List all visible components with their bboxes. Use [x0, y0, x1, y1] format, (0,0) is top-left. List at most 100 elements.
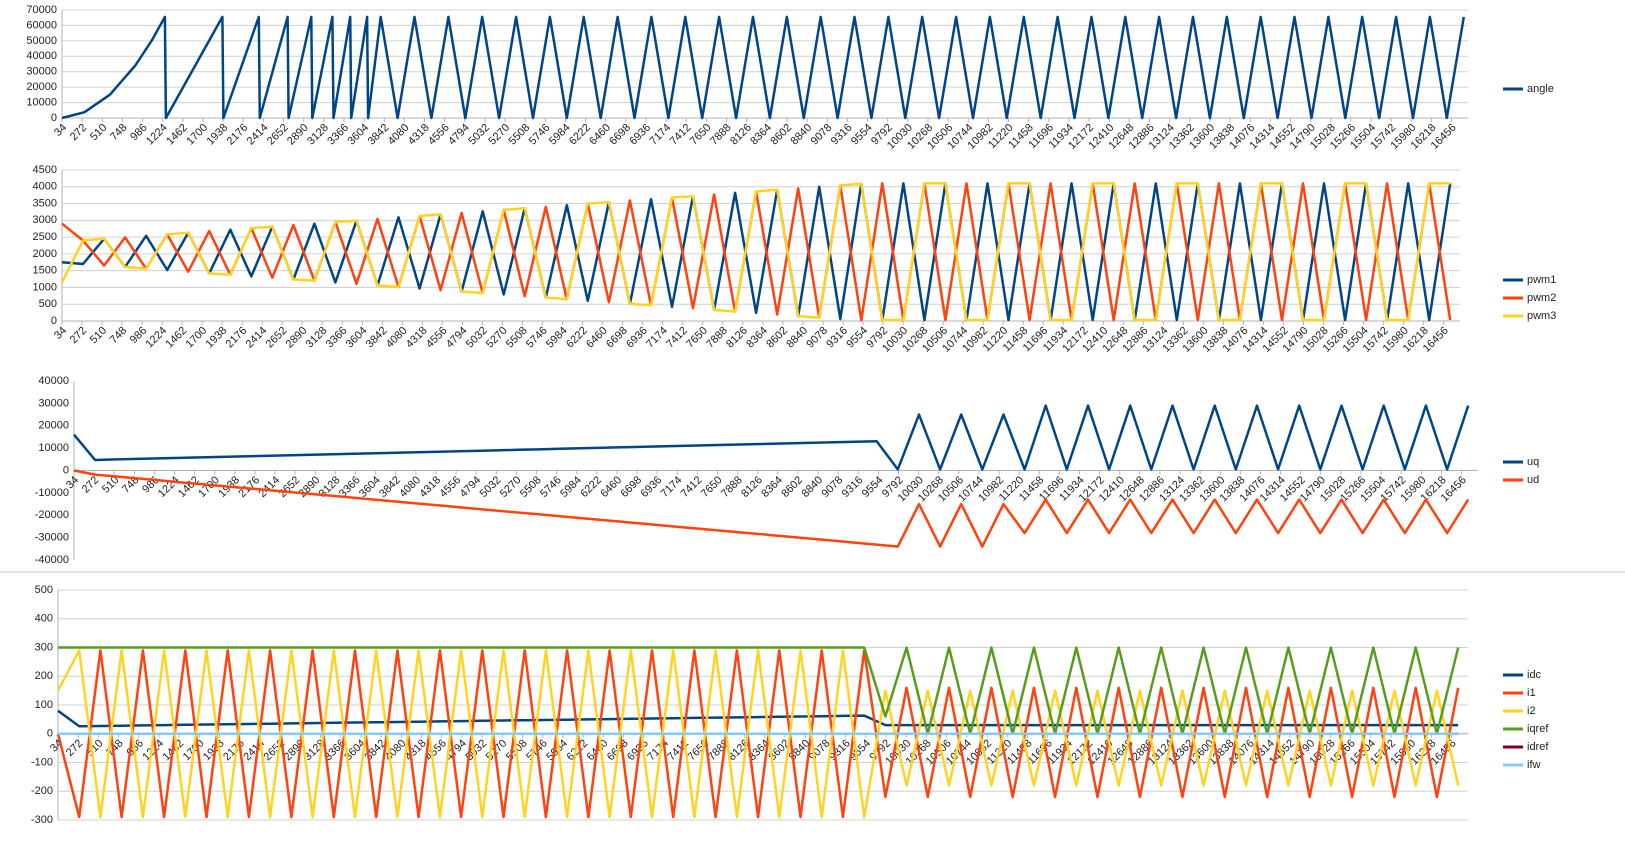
x-tick-label: 4794 — [444, 325, 470, 351]
x-tick-label: 2414 — [245, 122, 271, 148]
x-tick-label: 2414 — [256, 474, 282, 500]
x-tick-label: 5270 — [498, 474, 524, 500]
y-tick-label: 500 — [35, 584, 53, 596]
y-tick-label: 40000 — [26, 50, 57, 62]
x-tick-label: 5508 — [507, 122, 533, 148]
x-tick-label: 4080 — [397, 474, 423, 500]
x-tick-label: 6460 — [587, 122, 613, 148]
x-tick-label: 6936 — [624, 325, 650, 351]
x-tick-label: 7412 — [664, 325, 690, 351]
chart-panel: -40000 -30000 -20000 -10000 0 10000 20000 30000… — [35, 375, 1540, 566]
x-tick-label: 5984 — [558, 474, 584, 500]
x-tick-label: 3604 — [357, 474, 383, 500]
x-tick-label: 8602 — [768, 122, 794, 148]
series-line — [56, 649, 1460, 819]
y-tick-label: -100 — [31, 756, 53, 768]
x-tick-label: 510 — [88, 122, 109, 143]
x-tick-label: 8126 — [724, 325, 750, 351]
legend-label: pwm2 — [1527, 292, 1556, 304]
y-tick-label: 100 — [35, 699, 53, 711]
x-tick-label: 3128 — [304, 325, 330, 351]
x-tick-label: 9078 — [804, 325, 830, 351]
series-line — [56, 649, 1460, 819]
x-tick-label: 8364 — [759, 474, 785, 500]
chart-panel: -300-200-1000100200300400500342725107489… — [31, 584, 1549, 826]
x-tick-label: 7174 — [648, 122, 674, 148]
y-tick-label: -40000 — [35, 554, 69, 566]
y-tick-label: 70000 — [26, 4, 57, 16]
x-tick-label: 272 — [80, 474, 101, 495]
y-tick-label: 30000 — [26, 66, 57, 78]
chart-panel: 0 10000 20000 30000 40000 50000 60000 70000 3427… — [26, 4, 1554, 152]
x-tick-label: 2176 — [225, 122, 251, 148]
y-tick-label: -20000 — [35, 509, 69, 521]
x-tick-label: 6460 — [598, 474, 624, 500]
x-tick-label: 272 — [68, 325, 89, 346]
legend-label: pwm1 — [1527, 274, 1556, 286]
x-tick-label: 2890 — [284, 325, 310, 351]
y-tick-label: 200 — [35, 670, 53, 682]
x-tick-label: 9078 — [820, 474, 846, 500]
x-tick-label: 1224 — [156, 474, 182, 500]
x-tick-label: 6222 — [578, 474, 604, 500]
x-tick-label: 2652 — [265, 122, 291, 148]
y-tick-label: 1000 — [33, 281, 57, 293]
legend-label: i1 — [1527, 687, 1536, 699]
x-tick-label: 7650 — [684, 325, 710, 351]
x-tick-label: 1224 — [144, 122, 170, 148]
x-tick-label: 2652 — [264, 325, 290, 351]
x-tick-label: 5508 — [504, 325, 530, 351]
x-tick-label: 4556 — [437, 474, 463, 500]
x-tick-label: 4556 — [426, 122, 452, 148]
x-tick-label: 6222 — [567, 122, 593, 148]
y-tick-label: 0 — [47, 728, 53, 740]
y-tick-label: 30000 — [38, 397, 69, 409]
x-tick-label: 5984 — [547, 122, 573, 148]
x-tick-label: 7888 — [719, 474, 745, 500]
y-tick-label: 10000 — [26, 96, 57, 108]
x-tick-label: 5508 — [518, 474, 544, 500]
x-tick-label: 9316 — [840, 474, 866, 500]
x-tick-label: 5746 — [524, 325, 550, 351]
x-tick-label: 3366 — [325, 122, 351, 148]
x-tick-label: 3842 — [366, 122, 392, 148]
series-line — [57, 709, 1459, 728]
y-tick-label: 3000 — [33, 214, 57, 226]
x-tick-label: 3128 — [305, 122, 331, 148]
x-tick-label: 1700 — [184, 325, 210, 351]
x-tick-label: 9316 — [824, 325, 850, 351]
x-tick-label: 6698 — [607, 122, 633, 148]
x-tick-label: 4080 — [386, 122, 412, 148]
legend-label: pwm3 — [1527, 310, 1556, 322]
y-tick-label: 300 — [35, 641, 53, 653]
x-tick-label: 4318 — [404, 325, 430, 351]
x-tick-label: 7174 — [644, 325, 670, 351]
y-tick-label: 0 — [63, 464, 69, 476]
y-tick-label: -200 — [31, 785, 53, 797]
y-tick-label: 4000 — [33, 181, 57, 193]
x-tick-label: 7650 — [699, 474, 725, 500]
y-tick-label: 1500 — [33, 265, 57, 277]
y-tick-label: 0 — [51, 112, 57, 124]
x-tick-label: 7888 — [708, 122, 734, 148]
x-tick-label: 8126 — [739, 474, 765, 500]
x-tick-label: 5984 — [544, 325, 570, 351]
x-tick-label: 8364 — [744, 325, 770, 351]
legend-label: i2 — [1527, 705, 1536, 717]
x-tick-label: 1462 — [164, 325, 190, 351]
x-tick-label: 4318 — [417, 474, 443, 500]
x-tick-label: 8126 — [728, 122, 754, 148]
x-tick-label: 4794 — [446, 122, 472, 148]
x-tick-label: 9554 — [849, 122, 875, 148]
x-tick-label: 6460 — [584, 325, 610, 351]
x-tick-label: 4556 — [424, 325, 450, 351]
x-tick-label: 7174 — [659, 474, 685, 500]
x-tick-label: 5270 — [484, 325, 510, 351]
x-tick-label: 7412 — [679, 474, 705, 500]
y-tick-label: 2000 — [33, 248, 57, 260]
x-tick-label: 34 — [52, 122, 69, 139]
x-tick-label: 6698 — [618, 474, 644, 500]
x-tick-label: 6936 — [639, 474, 665, 500]
x-tick-label: 9078 — [809, 122, 835, 148]
